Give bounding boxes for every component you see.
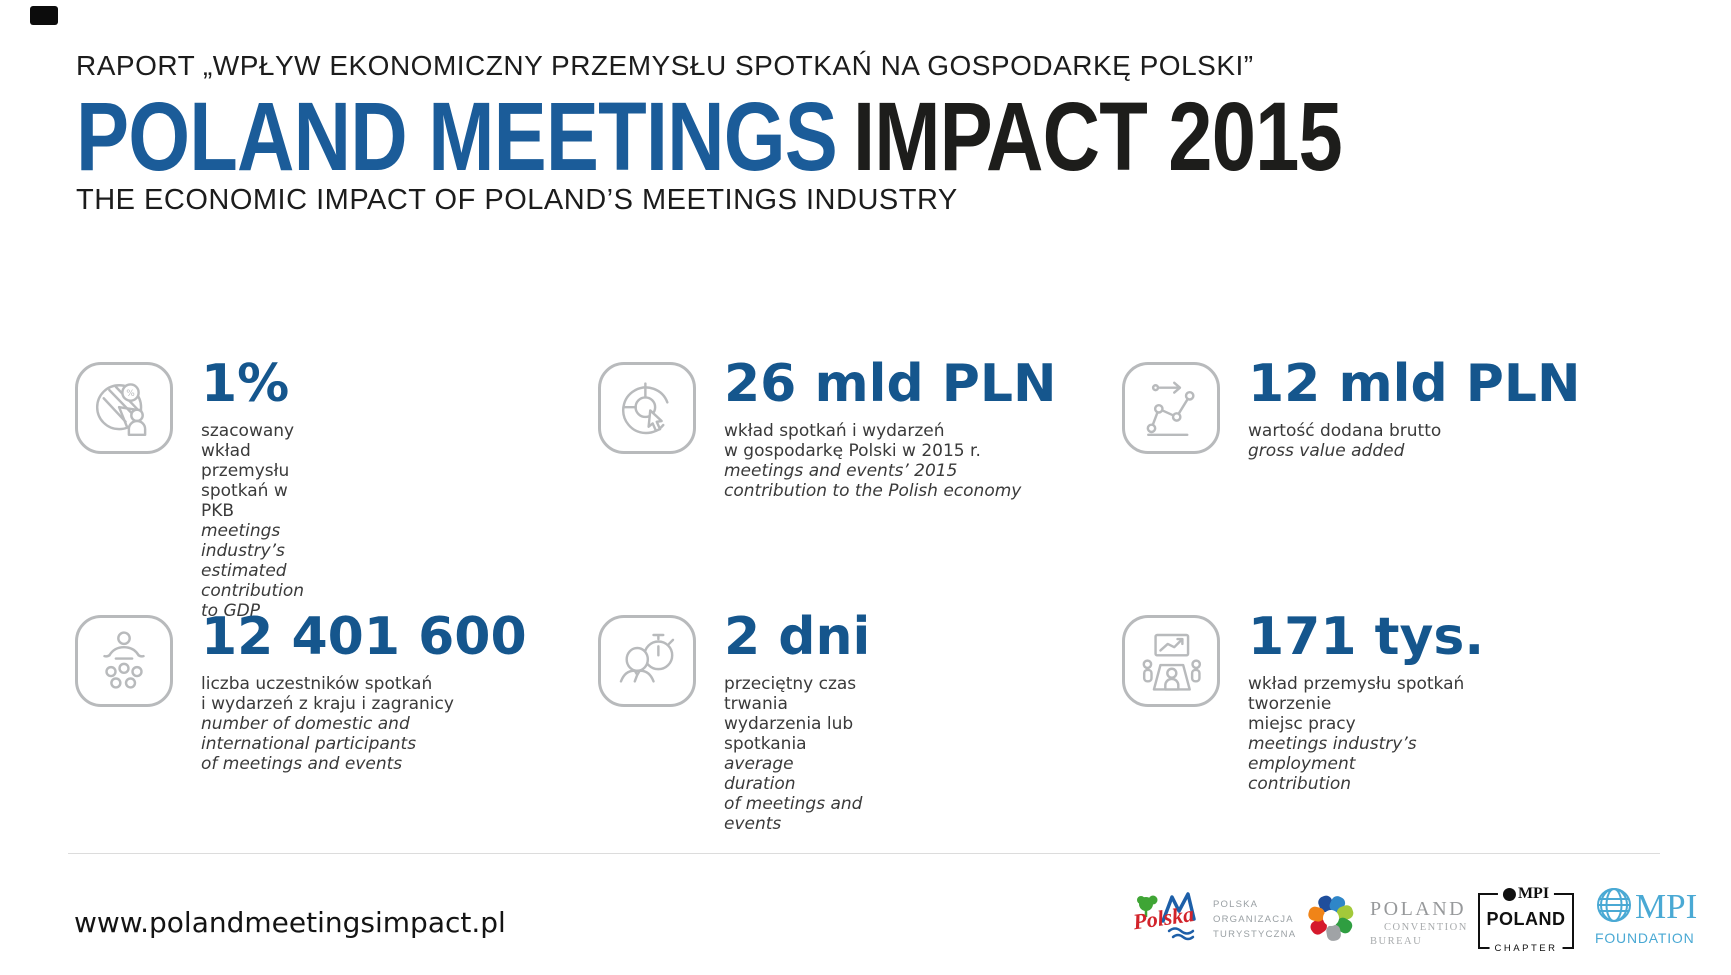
stat-desc-pl: szacowany wkład przemysłu spotkań w PKB — [201, 421, 295, 521]
stat-desc-en: average duration of meetings and events — [724, 754, 863, 834]
stat-number: 26 mld PLN — [724, 354, 1057, 414]
stat-icon-box — [598, 615, 696, 707]
stat-number: 1% — [201, 354, 290, 414]
person-stopwatch-icon — [608, 624, 686, 698]
stat-desc-en: gross value added — [1248, 441, 1405, 461]
pot-line-3: TURYSTYCZNA — [1213, 929, 1297, 940]
stat-number: 2 dni — [724, 607, 871, 667]
pie-percent-person-icon: % — [85, 371, 163, 445]
stat-number: 12 401 600 — [201, 607, 527, 667]
mpi-globe-icon — [1502, 887, 1516, 901]
pcb-flower-icon — [1300, 888, 1362, 958]
stat-number: 171 tys. — [1248, 607, 1485, 667]
pcb-bureau: BUREAU — [1370, 936, 1423, 947]
page-title: POLAND MEETINGS IMPACT 2015 — [76, 88, 1343, 185]
svg-text:%: % — [126, 389, 134, 399]
page-subtitle: THE ECONOMIC IMPACT OF POLAND’S MEETINGS… — [76, 184, 958, 216]
mpi-poland-chapter-label: CHAPTER — [1489, 943, 1563, 954]
stat-text: 12 401 600 liczba uczestników spotkań i … — [201, 611, 527, 774]
pot-line-2: ORGANIZACJA — [1213, 914, 1294, 925]
corner-mark — [30, 6, 58, 25]
mpi-poland-top: MPI — [1497, 885, 1555, 903]
poland-convention-bureau-logo: POLAND CONVENTION BUREAU — [1300, 888, 1468, 958]
speaker-audience-icon — [85, 624, 163, 698]
mpi-foundation-row: MPI — [1595, 886, 1697, 928]
page-title-dark-part: IMPACT 2015 — [852, 82, 1343, 191]
trend-chart-icon — [1132, 371, 1210, 445]
target-cursor-icon — [608, 371, 686, 445]
stat-desc-en: meetings industry’s employment contribut… — [1248, 734, 1417, 794]
stat-desc-en: meetings industry’s estimated contributi… — [201, 521, 305, 621]
pot-logo-text: POLSKA ORGANIZACJA TURYSTYCZNA — [1213, 897, 1296, 942]
polska-organizacja-turystyczna-logo: Polska POLSKA ORGANIZACJA TURYSTYCZNA — [1131, 891, 1296, 953]
stat-number: 12 mld PLN — [1248, 354, 1581, 414]
stat-desc-pl: przeciętny czas trwania wydarzenia lub s… — [724, 674, 857, 754]
polska-tourism-logo-icon: Polska — [1131, 891, 1205, 953]
stat-icon-box — [598, 362, 696, 454]
footer-divider — [68, 853, 1660, 854]
stat-text: 171 tys. wkład przemysłu spotkań tworzen… — [1248, 611, 1484, 794]
stat-desc-en: number of domestic and international par… — [201, 714, 417, 774]
stat-text: 12 mld PLN wartość dodana brutto gross v… — [1248, 358, 1581, 461]
stat-desc-en: meetings and events’ 2015 contribution t… — [724, 461, 1022, 501]
stat-desc-pl: wartość dodana brutto — [1248, 421, 1442, 441]
report-title: RAPORT „WPŁYW EKONOMICZNY PRZEMYSŁU SPOT… — [76, 50, 1254, 81]
stat-icon-box — [75, 615, 173, 707]
stat-desc-pl: liczba uczestników spotkań i wydarzeń z … — [201, 674, 454, 714]
website-url: www.polandmeetingsimpact.pl — [74, 906, 506, 939]
stat-desc-pl: wkład spotkań i wydarzeń w gospodarkę Po… — [724, 421, 981, 461]
page-title-blue-part: POLAND MEETINGS — [76, 82, 838, 191]
mpi-poland-name: POLAND — [1486, 909, 1566, 929]
stat-icon-box — [1122, 615, 1220, 707]
stat-text: 2 dni przeciętny czas trwania wydarzenia… — [724, 611, 870, 834]
pot-line-1: POLSKA — [1213, 899, 1259, 910]
pcb-logo-text: POLAND CONVENTION BUREAU — [1370, 898, 1468, 949]
mpi-foundation-name: FOUNDATION — [1595, 930, 1695, 946]
stat-icon-box — [1122, 362, 1220, 454]
mpi-poland-chapter-logo: MPI POLAND CHAPTER — [1478, 885, 1574, 954]
stat-text: 1% szacowany wkład przemysłu spotkań w P… — [201, 358, 304, 621]
mpi-foundation-logo: MPI FOUNDATION — [1595, 886, 1697, 946]
mpi-poland-mpi-label: MPI — [1517, 885, 1550, 902]
mpi-foundation-mpi-label: MPI — [1635, 887, 1698, 926]
mpi-foundation-globe-icon — [1595, 886, 1633, 928]
pcb-convention: CONVENTION — [1384, 922, 1468, 933]
meeting-presentation-icon — [1132, 624, 1210, 698]
stat-desc-pl: wkład przemysłu spotkań tworzenie miejsc… — [1248, 674, 1465, 734]
stat-text: 26 mld PLN wkład spotkań i wydarzeń w go… — [724, 358, 1057, 501]
stat-icon-box: % — [75, 362, 173, 454]
pcb-name: POLAND — [1370, 898, 1467, 920]
